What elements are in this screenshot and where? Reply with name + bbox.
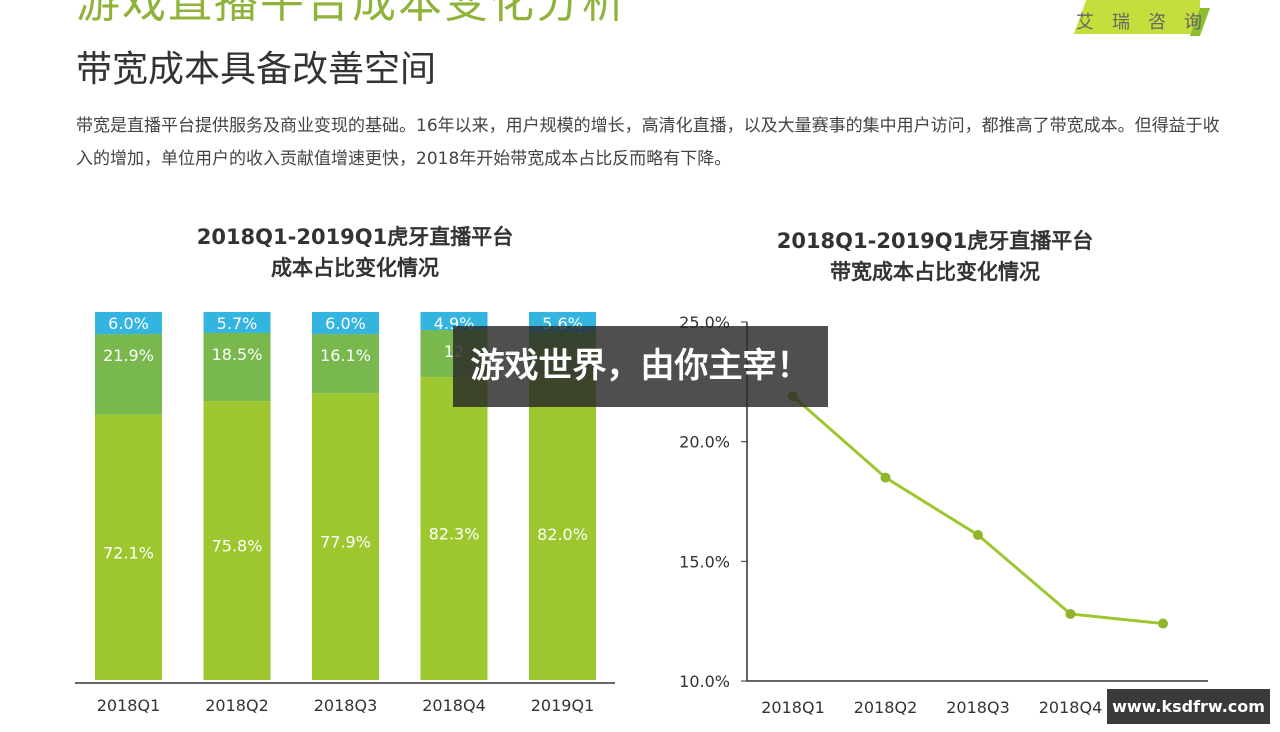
x-tick-label: 2018Q1 [761,698,825,717]
stacked-bar-segment [203,312,271,333]
x-tick-label: 2018Q4 [422,696,486,715]
stacked-bar-segment [95,334,162,415]
stacked-bar-segment [312,393,379,680]
x-tick-label: 2018Q2 [205,696,269,715]
bar-data-label: 77.9% [320,533,371,552]
description-paragraph: 带宽是直播平台提供服务及商业变现的基础。16年以来，用户规模的增长，高清化直播，… [76,116,1220,169]
cost-chart-title-line-1: 2018Q1-2019Q1虎牙直播平台 [196,225,514,249]
stacked-bar-segment [312,312,379,335]
bar-data-label: 82.3% [429,525,480,544]
watermark-badge: www.ksdfrw.com [1107,689,1270,724]
bandwidth-data-point [880,472,891,483]
bandwidth-chart-title-line-1: 2018Q1-2019Q1虎牙直播平台 [776,229,1094,253]
y-tick-label: 10.0% [679,672,730,691]
bar-data-label: 75.8% [212,537,263,556]
page-title: 游戏直播平台成本变化分析 [76,0,628,28]
bandwidth-chart-title: 2018Q1-2019Q1虎牙直播平台 带宽成本占比变化情况 [730,226,1140,288]
stacked-bar-segment [95,312,162,335]
cost-chart-title-line-2: 成本占比变化情况 [271,256,439,280]
bandwidth-series-line [792,395,1164,626]
bandwidth-data-point [973,530,983,541]
y-tick-label: 15.0% [679,552,730,571]
bar-data-label: 72.1% [103,543,154,562]
stacked-bar-segment [203,332,271,402]
bar-data-label: 5.7% [217,314,258,333]
x-tick-label: 2018Q1 [97,696,161,715]
bar-data-label: 16.1% [320,346,371,365]
x-tick-label: 2018Q3 [314,696,378,715]
overlay-banner: 游戏世界，由你主宰！ [453,326,828,407]
y-tick-label: 20.0% [679,433,730,452]
brand-logo-text: 艾瑞咨询 [1076,12,1220,33]
bandwidth-chart-title-line-2: 带宽成本占比变化情况 [830,260,1040,284]
stacked-bar-segment [312,334,379,394]
x-tick-label: 2018Q3 [946,698,1010,717]
bandwidth-data-point [1158,618,1168,629]
x-tick-label: 2019Q1 [531,696,595,715]
stacked-bar-segment [203,401,271,680]
bar-data-label: 21.9% [103,346,154,365]
bar-data-label: 82.0% [537,525,588,544]
stacked-bar-segment [95,414,162,680]
bar-data-label: 18.5% [212,345,263,364]
stacked-bar-segment [420,377,488,680]
x-tick-label: 2018Q2 [854,698,918,717]
page-subtitle: 带宽成本具备改善空间 [76,49,437,90]
bandwidth-data-point [1065,608,1076,619]
stacked-bar-segment [420,312,488,331]
bar-data-label: 6.0% [108,314,149,333]
stacked-bar-segment [529,378,596,680]
bar-data-label: 6.0% [325,314,366,333]
x-tick-label: 2018Q4 [1039,698,1103,717]
brand-bar-mask [1200,0,1280,34]
cost-chart-title: 2018Q1-2019Q1虎牙直播平台 成本占比变化情况 [150,222,560,284]
